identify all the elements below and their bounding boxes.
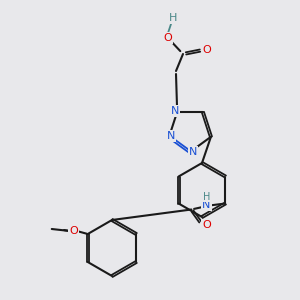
Text: H: H [169, 13, 177, 23]
Text: N: N [171, 106, 179, 116]
Text: O: O [202, 220, 211, 230]
Text: O: O [69, 226, 78, 236]
Text: H: H [203, 191, 210, 202]
Text: N: N [202, 200, 211, 209]
Text: N: N [189, 147, 197, 157]
Text: O: O [202, 45, 211, 55]
Text: O: O [164, 33, 172, 43]
Text: N: N [167, 131, 175, 141]
